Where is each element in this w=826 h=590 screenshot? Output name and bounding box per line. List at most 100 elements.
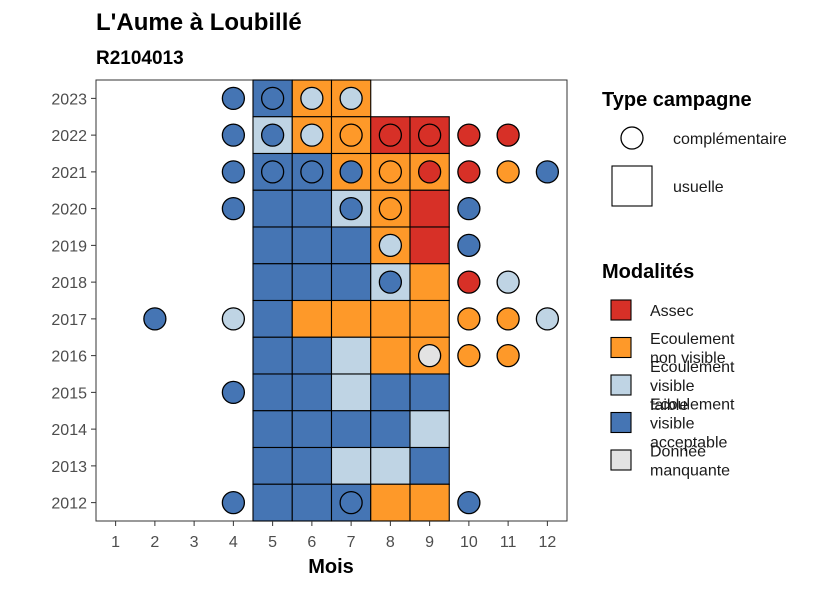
tile-2016-6	[291, 336, 333, 375]
tile-2017-5	[252, 299, 293, 338]
legend-mod-label-3-2: acceptable	[650, 435, 727, 452]
tile-2019-9	[409, 226, 450, 265]
tile-2017-7	[330, 299, 372, 338]
point-2020-7	[339, 196, 363, 221]
point-2016-11	[496, 343, 520, 368]
tile-2013-5	[252, 446, 293, 485]
legend-mod-key-1	[610, 336, 632, 359]
point-2021-12	[535, 160, 560, 184]
chart-subtitle: R2104013	[96, 48, 184, 69]
x-tick-label-8: 8	[386, 534, 395, 551]
tile-2015-5	[252, 373, 293, 412]
x-tick-label-2: 2	[150, 534, 159, 551]
x-tick-label-12: 12	[538, 534, 556, 551]
point-2012-10	[457, 490, 481, 515]
tile-2014-8	[370, 410, 411, 449]
x-tick-label-3: 3	[190, 534, 199, 551]
tile-2019-5	[252, 226, 293, 265]
tile-2012-5	[252, 483, 293, 522]
point-2019-8	[378, 233, 403, 258]
y-tick-label-2016: 2016	[51, 349, 87, 366]
legend-mod-label-1-0: Ecoulement	[650, 331, 735, 348]
legend-mod-label-4-1: manquante	[650, 463, 730, 480]
legend-type-title: Type campagne	[602, 89, 752, 111]
point-2023-7	[339, 86, 363, 111]
point-2021-10	[457, 160, 481, 184]
y-tick-label-2018: 2018	[51, 275, 87, 292]
y-tick-label-2022: 2022	[51, 128, 87, 145]
point-2017-10	[457, 307, 481, 331]
legend-modalites-title: Modalités	[602, 261, 694, 283]
x-axis-title: Mois	[308, 556, 354, 578]
tile-2018-5	[252, 263, 293, 302]
tile-2012-9	[409, 483, 450, 522]
x-tick-label-9: 9	[425, 534, 434, 551]
legend-mod-label-3-0: Ecoulement	[650, 397, 735, 414]
point-2017-4	[221, 307, 246, 331]
point-2018-8	[378, 270, 403, 294]
point-2022-6	[300, 123, 324, 147]
tile-2018-7	[330, 263, 372, 302]
tile-2020-9	[409, 189, 450, 228]
x-tick-label-1: 1	[111, 534, 120, 551]
tile-2013-9	[409, 446, 450, 485]
y-tick-label-2013: 2013	[51, 459, 87, 476]
tile-2014-9	[409, 410, 450, 449]
point-2022-10	[457, 123, 481, 147]
point-2022-7	[339, 123, 363, 147]
point-2022-11	[496, 123, 520, 147]
legend-type-label-1: usuelle	[673, 179, 724, 196]
tile-2015-9	[409, 373, 450, 412]
point-2017-12	[535, 307, 560, 331]
point-2019-10	[457, 233, 481, 258]
tile-2014-5	[252, 410, 293, 449]
legend-mod-label-1-1: non visible	[650, 350, 726, 367]
tile-2013-7	[330, 446, 372, 485]
y-tick-label-2020: 2020	[51, 202, 87, 219]
legend-mod-label-2-2: faible	[650, 397, 688, 414]
tile-2022-8	[370, 116, 411, 155]
point-2021-6	[300, 160, 324, 184]
legend-mod-label-0-0: Assec	[650, 303, 694, 320]
tile-2016-8	[370, 336, 411, 375]
tile-2015-6	[291, 373, 333, 412]
point-2023-5	[260, 86, 285, 111]
tile-2014-7	[330, 410, 372, 449]
y-tick-label-2021: 2021	[51, 165, 87, 182]
point-2020-8	[378, 196, 403, 221]
point-2021-5	[260, 160, 285, 184]
x-tick-label-5: 5	[268, 534, 277, 551]
legend-mod-label-4-0: Donnée	[650, 444, 706, 461]
tile-2013-8	[370, 446, 411, 485]
tile-2018-6	[291, 263, 333, 302]
x-tick-label-6: 6	[307, 534, 316, 551]
y-tick-label-2023: 2023	[51, 91, 87, 108]
legend-mod-label-3-1: visible	[650, 416, 695, 433]
tile-2020-6	[291, 189, 333, 228]
point-2016-10	[457, 343, 481, 368]
point-2021-11	[496, 160, 520, 184]
point-2022-4	[221, 123, 246, 147]
tile-2017-6	[291, 299, 333, 338]
legend-type-key-circle	[620, 126, 644, 150]
point-2012-7	[339, 490, 363, 515]
point-2022-9	[417, 123, 442, 147]
tile-2012-6	[291, 483, 333, 522]
legend-mod-label-2-0: Ecoulement	[650, 359, 735, 376]
y-tick-label-2014: 2014	[51, 422, 87, 439]
tile-2015-7	[330, 373, 372, 412]
y-tick-label-2012: 2012	[51, 496, 87, 513]
legend-mod-key-3	[610, 411, 632, 434]
tile-2020-5	[252, 189, 293, 228]
tile-2016-5	[252, 336, 293, 375]
tile-2017-8	[370, 299, 411, 338]
tile-layer	[252, 79, 450, 522]
point-2022-8	[378, 123, 403, 147]
point-2022-5	[260, 123, 285, 147]
chart-title: L'Aume à Loubillé	[96, 9, 302, 36]
x-tick-label-4: 4	[229, 534, 238, 551]
axes: 1 2 3 4 5 6 7 8 9 10 11 122012201320142015201620172…	[51, 91, 556, 551]
point-2016-9	[417, 343, 442, 368]
tile-2012-8	[370, 483, 411, 522]
